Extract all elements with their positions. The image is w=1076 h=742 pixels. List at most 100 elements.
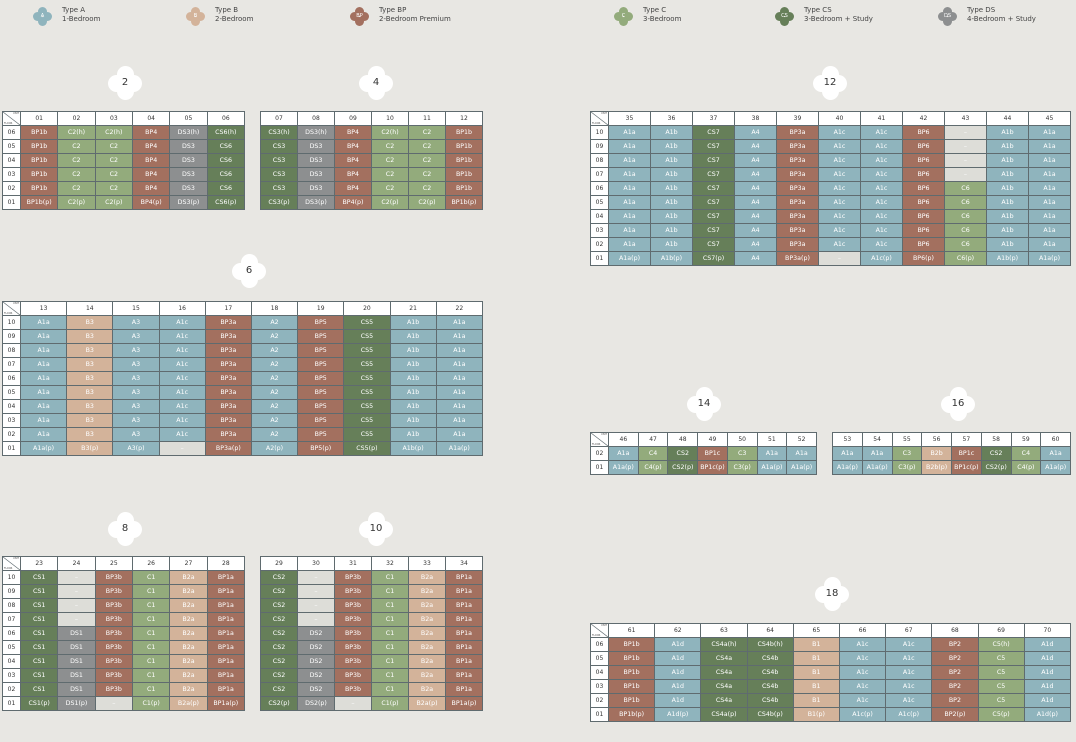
unit-cell: CS4a(h) — [700, 637, 748, 652]
floor-row: CS3 DS3 BP4 C2 C2 BP1b — [260, 139, 483, 154]
floor-row: 06 BP1b C2(h) C2(h) BP4 DS3(h) CS6(h) — [2, 125, 246, 140]
floor-row: 05 BP1b C2 C2 BP4 DS3 CS6 — [2, 139, 246, 154]
unit-cell: BP5 — [297, 399, 345, 414]
unit-header: 54 — [861, 432, 893, 447]
corner-floor-label: FLOOR — [4, 122, 13, 125]
unit-header: 16 — [158, 301, 206, 316]
block-number: 8 — [121, 523, 129, 534]
unit-cell: B3 — [66, 413, 114, 428]
unit-cell: BP1a(p) — [206, 696, 246, 711]
unit-cell: A1d — [1023, 665, 1072, 680]
unit-cell: CS4a(p) — [700, 707, 748, 722]
unit-cell: BP1b — [445, 125, 483, 140]
unit-cell: BP1a — [206, 668, 246, 683]
unit-cell: BP4(p) — [131, 195, 171, 210]
corner-unit-label: UNIT — [13, 112, 19, 116]
unit-header: 53 — [832, 432, 863, 447]
unit-cell: A1d — [654, 651, 702, 666]
unit-header: 22 — [435, 301, 484, 316]
floor-row: 06 A1a A1b CS7 A4 BP3a A1c A1c BP6 C6 A1b A1a — [590, 181, 1071, 196]
block-14-label: 14 — [687, 387, 721, 421]
unit-cell: DS3 — [169, 139, 208, 154]
unit-cell: A1c — [838, 665, 887, 680]
unit-header: 63 — [700, 623, 748, 638]
unit-cell: A1c — [885, 693, 933, 708]
unit-header: 50 — [726, 432, 758, 447]
unit-cell: A1a — [435, 413, 484, 428]
unit-cell: A1a — [435, 399, 484, 414]
unit-header: 36 — [650, 111, 693, 126]
floor-label: 01 — [2, 696, 21, 711]
unit-header: 09 — [334, 111, 372, 126]
unit-cell: B2a — [408, 598, 446, 613]
floor-label: 04 — [590, 665, 609, 680]
unit-header: 69 — [977, 623, 1025, 638]
legend-item-cs: CS Type CS 3-Bedroom + Study — [775, 6, 873, 26]
unit-cell: BP5 — [297, 371, 345, 386]
floor-unit-corner: UNIT FLOOR — [2, 111, 21, 126]
unit-cell: A1b — [986, 223, 1029, 238]
unit-cell: BP3a — [776, 181, 819, 196]
unit-cell: B2a(p) — [169, 696, 208, 711]
unit-header: 03 — [94, 111, 133, 126]
floor-row: 08 CS1– BP3b C1 B2a BP1a — [2, 598, 246, 613]
unit-header: 41 — [860, 111, 903, 126]
legend: A Type A 1-Bedroom B Type B 2-Bedroom BP Type B… — [0, 0, 1076, 34]
unit-cell: BP4 — [131, 139, 171, 154]
unit-cell: A3(p) — [112, 441, 160, 456]
unit-cell: BP3a — [776, 167, 819, 182]
unit-cell: DS1 — [57, 654, 96, 669]
unit-cell: A1b — [650, 139, 693, 154]
unit-cell: A4 — [734, 223, 777, 238]
unit-cell: BP1a — [206, 682, 246, 697]
legend-type: Type CS — [804, 6, 832, 14]
unit-cell: C1 — [131, 654, 171, 669]
unit-cell: BP3b — [94, 626, 133, 641]
unit-cell: BP3a — [204, 399, 252, 414]
unit-cell: B1 — [792, 679, 840, 694]
unit-cell: A1a(p) — [756, 460, 788, 475]
floor-label: 08 — [2, 598, 21, 613]
unit-cell: B1 — [792, 693, 840, 708]
legend-badge: BP — [356, 13, 363, 19]
floor-label: 06 — [590, 181, 609, 196]
unit-cell: CS6(p) — [206, 195, 246, 210]
floor-label: 06 — [2, 371, 21, 386]
unit-cell: A1a(p) — [608, 460, 639, 475]
unit-cell: A4 — [734, 181, 777, 196]
unit-cell: A1a — [1028, 195, 1071, 210]
corner-unit-label: UNIT — [601, 112, 607, 116]
unit-cell: CS3 — [260, 167, 298, 182]
unit-cell: C1(p) — [371, 696, 409, 711]
legend-type: Type B — [215, 6, 239, 14]
unit-cell: B2a — [169, 668, 208, 683]
floor-label: 09 — [2, 584, 21, 599]
unit-cell: BP5 — [297, 357, 345, 372]
floor-label: 01 — [590, 707, 609, 722]
unit-cell: A1a — [786, 446, 817, 461]
legend-text: Type BP 2-Bedroom Premium — [379, 6, 451, 24]
unit-cell: BP1c(p) — [951, 460, 982, 475]
unit-cell: DS3(p) — [169, 195, 208, 210]
unit-cell: CS5 — [343, 329, 391, 344]
unit-header: 66 — [838, 623, 887, 638]
floor-row: 06 BP1b A1d CS4a(h) CS4b(h) B1 A1c A1c BP2 C5(h) A… — [590, 637, 1072, 652]
unit-cell: DS1 — [57, 682, 96, 697]
unit-cell: A1d — [654, 665, 702, 680]
unit-cell: B2a — [408, 654, 446, 669]
unit-cell: BP3a — [776, 237, 819, 252]
unit-cell: C1 — [131, 598, 171, 613]
unit-cell: C2 — [94, 139, 133, 154]
unit-cell: CS3 — [260, 139, 298, 154]
floor-row: 02 BP1b A1d CS4a CS4b B1 A1c A1c BP2 C5 A1d — [590, 693, 1072, 708]
unit-header: 60 — [1040, 432, 1071, 447]
floor-label: 08 — [2, 343, 21, 358]
unit-cell: B2a — [408, 570, 446, 585]
floor-row: 09 A1a A1b CS7 A4 BP3a A1c A1c BP6– A1b A1a — [590, 139, 1071, 154]
unit-cell: CS1 — [19, 654, 59, 669]
unit-cell: A1c — [818, 209, 861, 224]
unit-cell: A1b — [986, 167, 1029, 182]
unit-cell: A1c(p) — [838, 707, 887, 722]
floor-label: 06 — [2, 626, 21, 641]
unit-cell: C6(p) — [944, 251, 987, 266]
